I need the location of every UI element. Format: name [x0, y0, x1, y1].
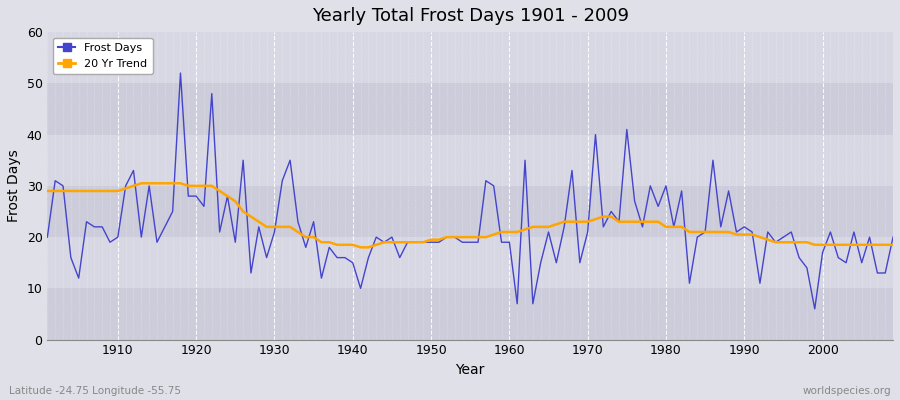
- Legend: Frost Days, 20 Yr Trend: Frost Days, 20 Yr Trend: [53, 38, 153, 74]
- Bar: [48, 186, 893, 237]
- Text: worldspecies.org: worldspecies.org: [803, 386, 891, 396]
- Y-axis label: Frost Days: Frost Days: [7, 150, 21, 222]
- Bar: [48, 288, 893, 340]
- Bar: [48, 83, 893, 134]
- X-axis label: Year: Year: [455, 363, 485, 377]
- Title: Yearly Total Frost Days 1901 - 2009: Yearly Total Frost Days 1901 - 2009: [311, 7, 629, 25]
- Text: Latitude -24.75 Longitude -55.75: Latitude -24.75 Longitude -55.75: [9, 386, 181, 396]
